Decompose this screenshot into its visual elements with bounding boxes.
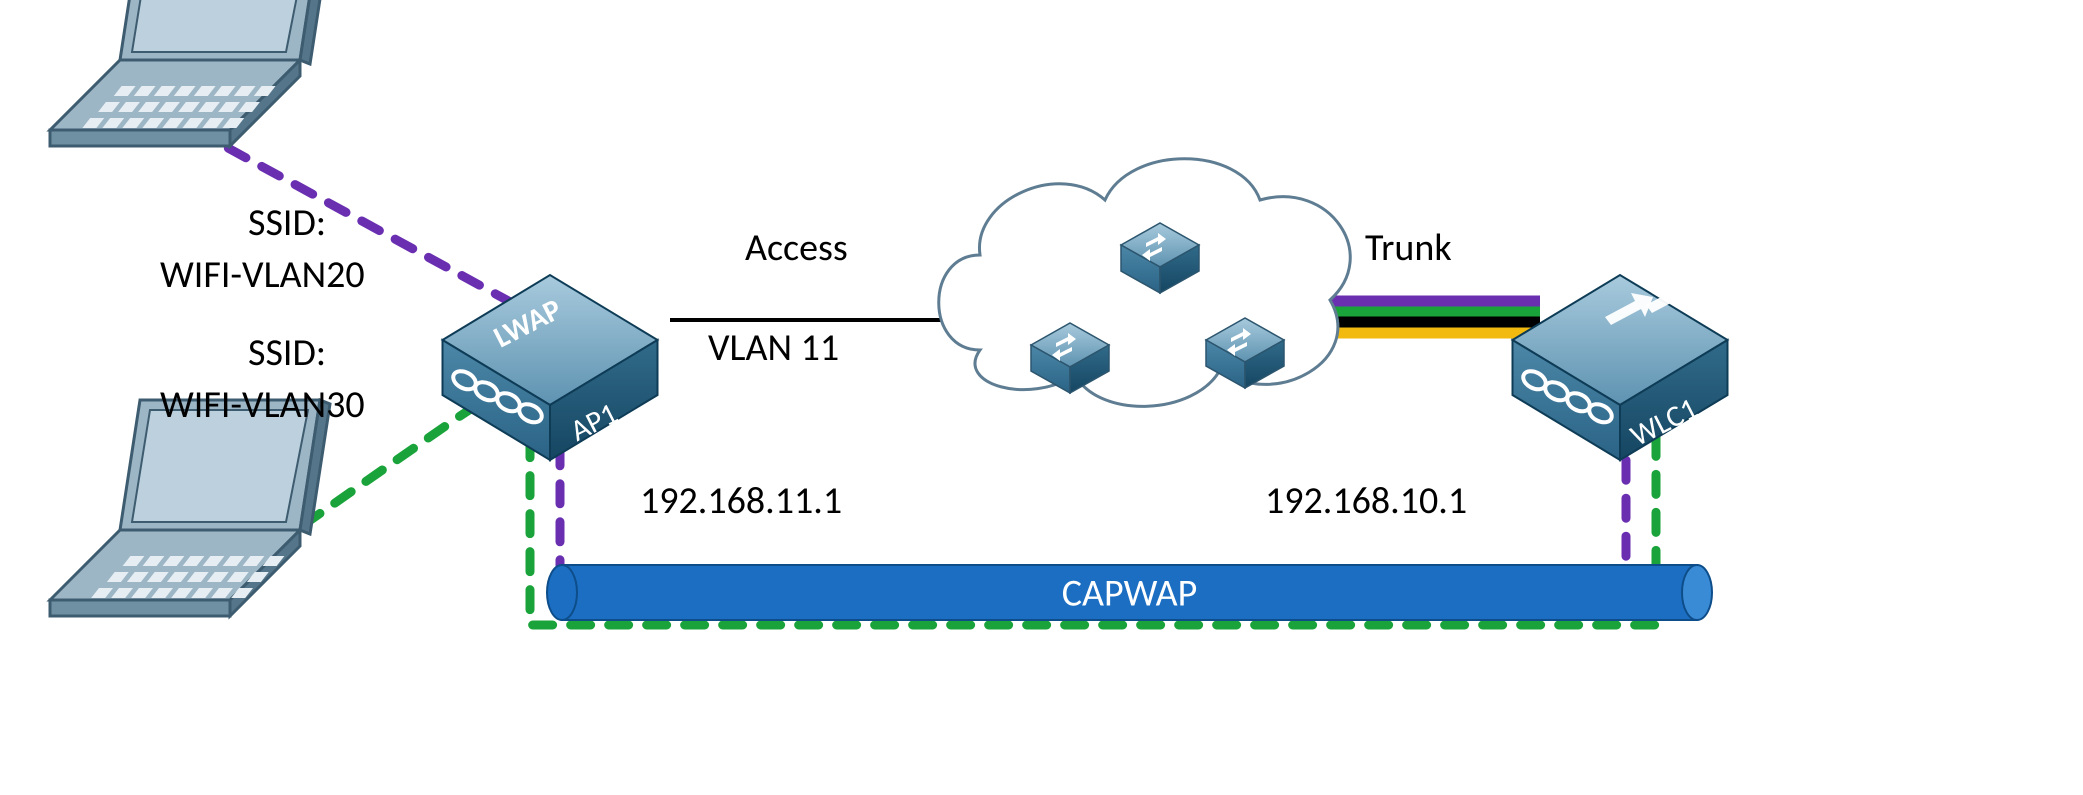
ssid1-label-b: WIFI-VLAN20: [160, 252, 365, 298]
ssid2-label-a: SSID:: [248, 330, 326, 376]
laptop-2: [50, 400, 330, 616]
vlan11-label: VLAN 11: [708, 325, 839, 371]
wireless-lan-controller: WLC1: [1513, 245, 1728, 460]
ap-ip-label: 192.168.11.1: [640, 478, 842, 524]
wlc-ip-label: 192.168.10.1: [1265, 478, 1467, 524]
trunk-label: Trunk: [1365, 225, 1452, 271]
laptop-1: [50, 0, 330, 146]
ssid1-label-a: SSID:: [248, 200, 326, 246]
ssid2-label-b: WIFI-VLAN30: [160, 382, 365, 428]
access-label: Access: [745, 225, 848, 271]
access-point: LWAPAP1: [443, 275, 658, 460]
